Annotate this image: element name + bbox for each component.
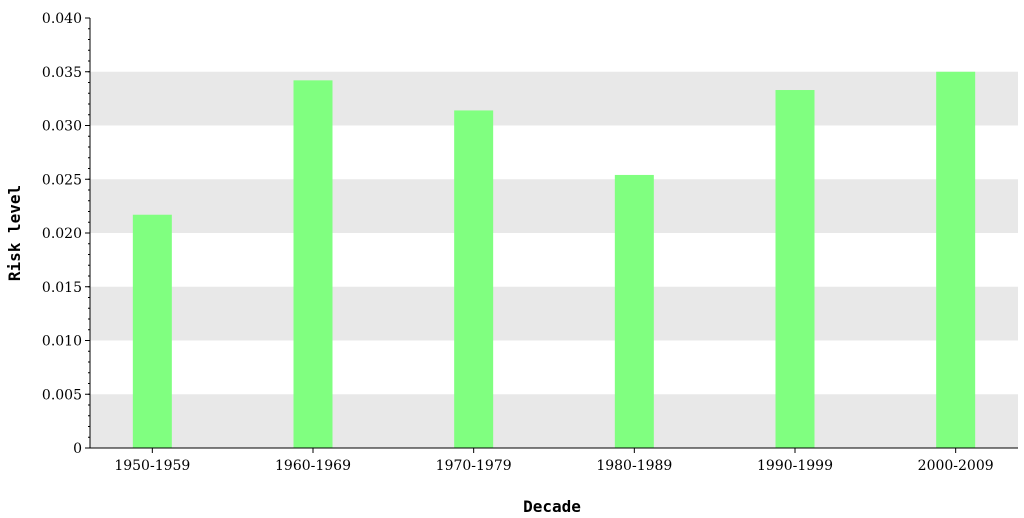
bars-group [132,71,976,449]
x-tick-label: 1990-1999 [757,458,833,474]
x-tick-label: 1950-1959 [114,458,190,474]
grid-bands [90,71,1018,448]
y-tick-label: 0.040 [42,11,82,27]
grid-band [90,179,1018,233]
bar-1970-1979 [454,110,494,448]
x-tick-label: 1960-1969 [275,458,351,474]
x-ticks-group: 1950-1959 1960-1969 1970-1979 1980-1989 1990… [114,448,994,474]
y-tick-label: 0.005 [42,387,82,403]
x-tick-label: 1980-1989 [596,458,672,474]
grid-band [90,394,1018,448]
grid-band [90,286,1018,341]
y-axis-title: Risk level [5,185,24,281]
y-tick-label: 0.010 [42,334,82,350]
y-tick-label: 0.020 [42,226,82,242]
y-tick-label: 0.025 [42,172,82,188]
y-tick-label: 0.030 [42,119,82,135]
bar-1950-1959 [132,214,172,448]
x-tick-label: 1970-1979 [436,458,512,474]
bar-1960-1969 [293,80,333,448]
y-tick-label: 0.035 [42,65,82,81]
y-tick-label: 0.015 [42,280,82,296]
y-tick-label: 0 [73,441,82,457]
x-tick-label: 2000-2009 [918,458,994,474]
bar-1990-1999 [775,90,815,449]
grid-band [90,71,1018,126]
y-ticks-group: 0 0.005 0.010 0.015 0.020 0.025 0.030 0.035 0.04… [42,11,90,457]
bar-2000-2009 [936,71,976,448]
bar-1980-1989 [614,174,654,448]
x-axis-title: Decade [523,497,581,516]
